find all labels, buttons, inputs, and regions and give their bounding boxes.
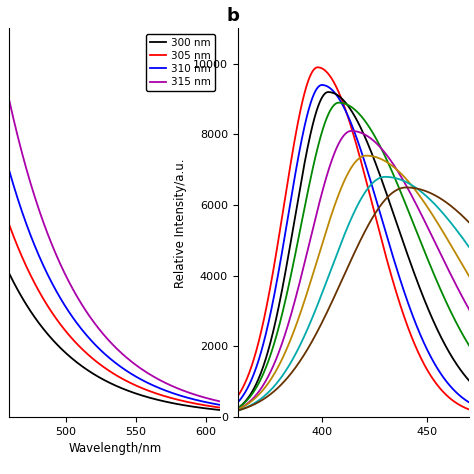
305 nm	[107, 368, 112, 374]
310 nm	[217, 402, 223, 408]
X-axis label: Wavelength/nm: Wavelength/nm	[68, 442, 161, 456]
315 nm	[108, 340, 114, 346]
315 nm	[217, 399, 223, 404]
315 nm	[132, 361, 137, 367]
305 nm	[179, 398, 185, 403]
300 nm	[132, 390, 137, 396]
315 nm	[7, 99, 12, 104]
Y-axis label: Relative Intensity/a.u.: Relative Intensity/a.u.	[174, 158, 187, 288]
300 nm	[7, 271, 12, 277]
300 nm	[217, 407, 223, 413]
300 nm	[107, 380, 112, 385]
300 nm	[120, 386, 126, 392]
Text: b: b	[226, 8, 239, 26]
305 nm	[7, 223, 12, 228]
Legend: 300 nm, 305 nm, 310 nm, 315 nm: 300 nm, 305 nm, 310 nm, 315 nm	[146, 34, 215, 91]
315 nm	[179, 387, 185, 393]
305 nm	[120, 376, 126, 382]
310 nm	[120, 366, 126, 372]
305 nm	[132, 382, 137, 388]
315 nm	[120, 352, 126, 358]
Line: 305 nm: 305 nm	[9, 226, 220, 408]
Line: 300 nm: 300 nm	[9, 274, 220, 410]
315 nm	[107, 338, 112, 344]
305 nm	[212, 404, 218, 410]
305 nm	[108, 369, 114, 374]
Line: 310 nm: 310 nm	[9, 172, 220, 405]
300 nm	[179, 402, 185, 408]
310 nm	[132, 373, 137, 379]
310 nm	[212, 401, 218, 407]
310 nm	[108, 356, 114, 362]
315 nm	[212, 397, 218, 403]
300 nm	[108, 381, 114, 386]
Line: 315 nm: 315 nm	[9, 101, 220, 401]
310 nm	[179, 393, 185, 399]
310 nm	[107, 355, 112, 361]
310 nm	[7, 169, 12, 174]
305 nm	[217, 405, 223, 410]
300 nm	[212, 407, 218, 412]
